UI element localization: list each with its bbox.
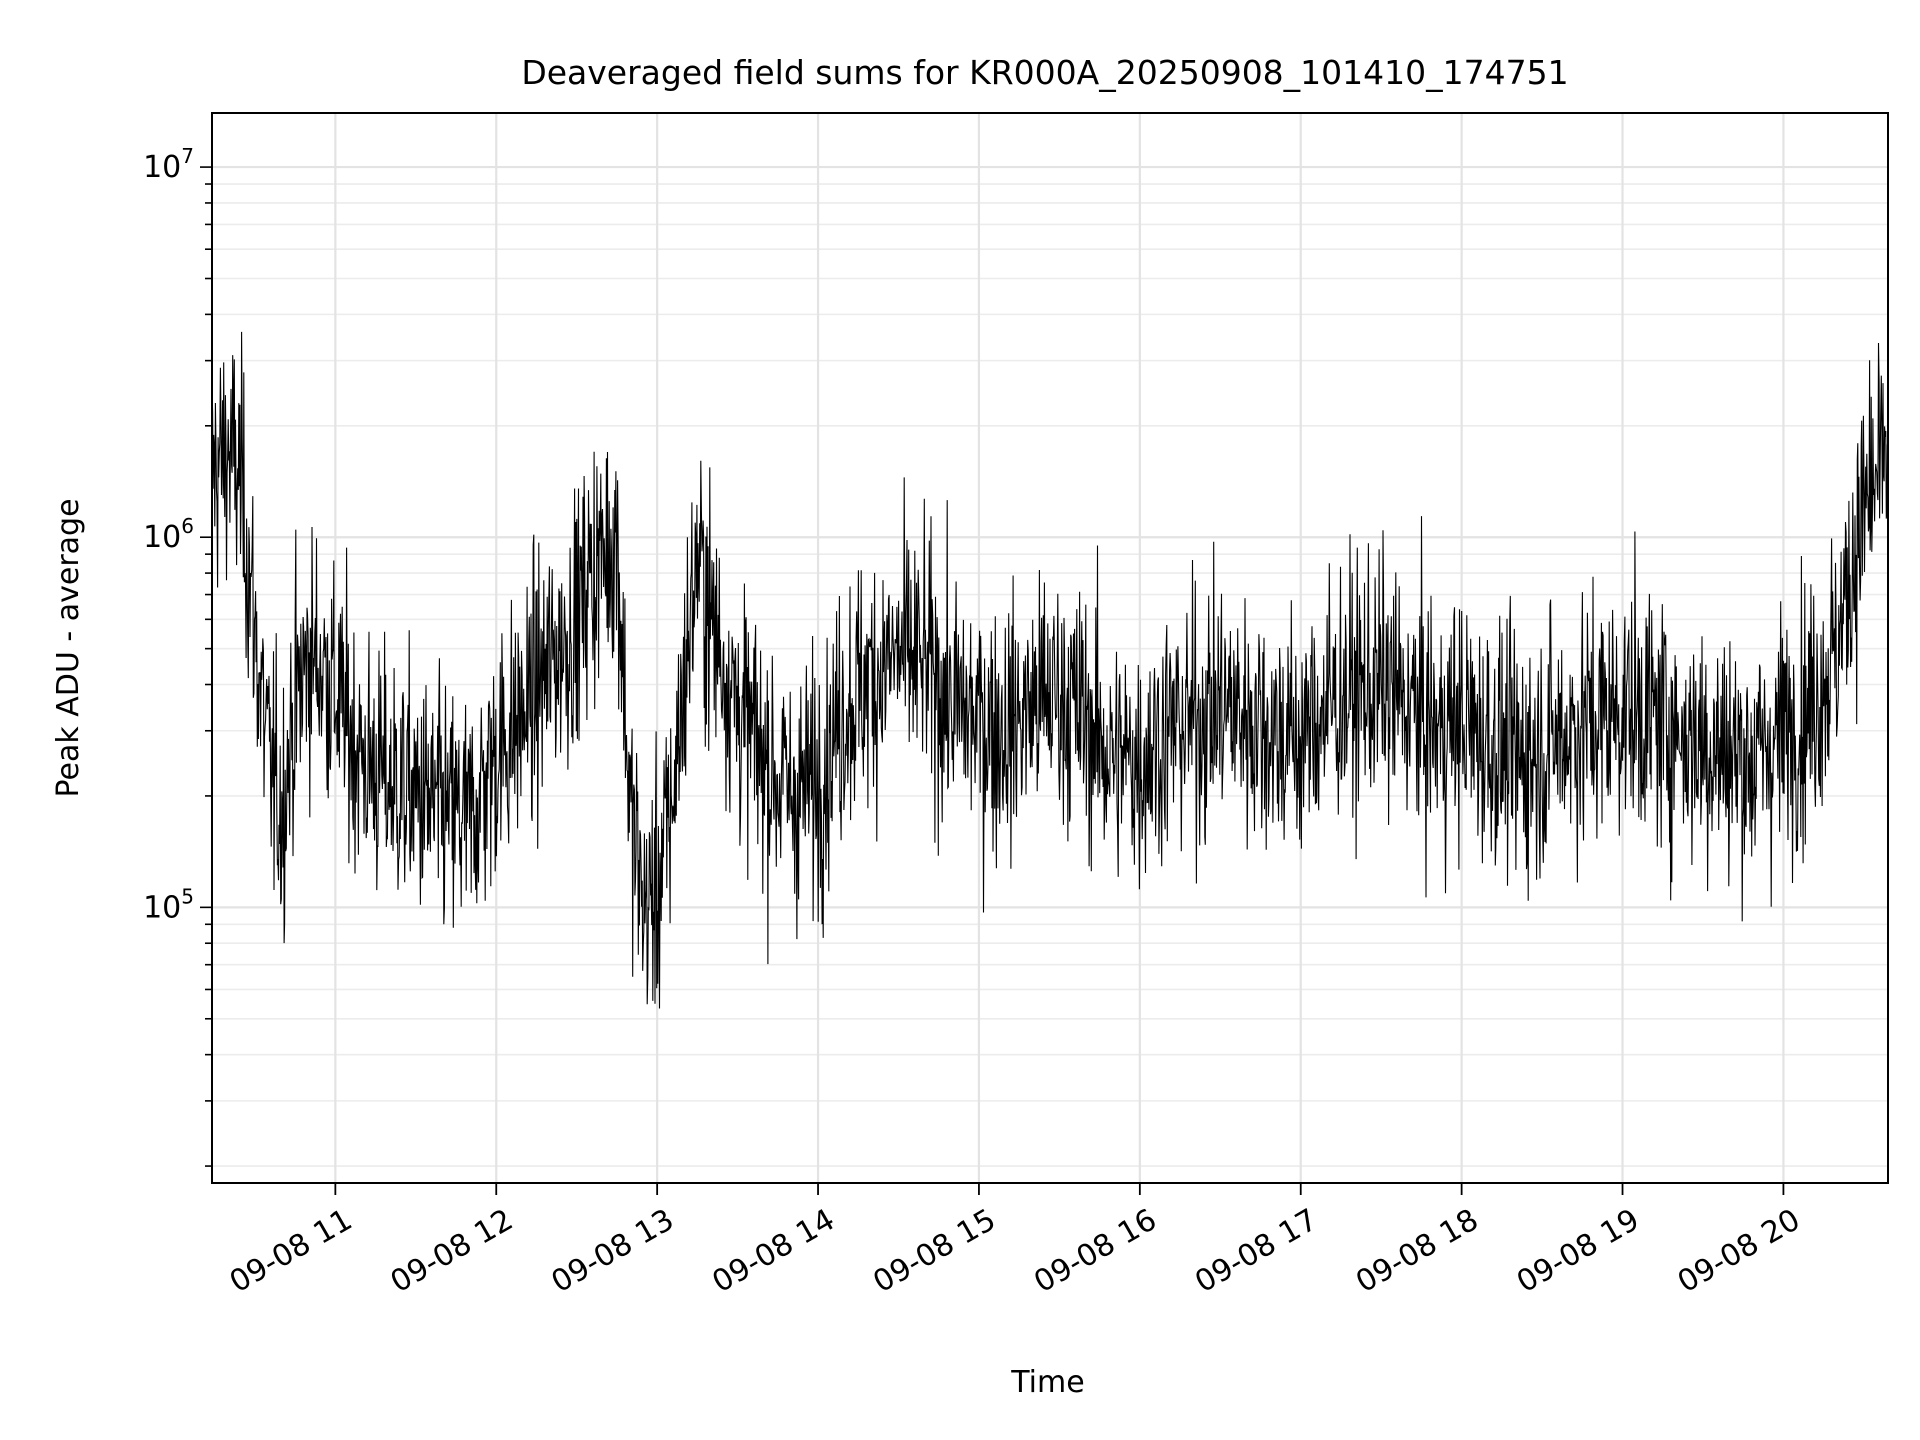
series-layer: [211, 331, 1889, 1009]
x-axis-label: Time: [1010, 1365, 1084, 1400]
y-tick-label: 106: [143, 514, 194, 555]
x-tick-label: 09-08 17: [1189, 1202, 1323, 1300]
y-axis-label: Peak ADU - average: [51, 498, 86, 797]
x-tick-label: 09-08 14: [707, 1202, 841, 1300]
x-tick-label: 09-08 11: [224, 1202, 358, 1300]
x-tick-label: 09-08 15: [867, 1202, 1001, 1300]
x-tick-label: 09-08 13: [546, 1202, 680, 1300]
x-tick-label: 09-08 18: [1350, 1202, 1484, 1300]
chart-title: Deaveraged field sums for KR000A_2025090…: [521, 53, 1568, 92]
x-tick-label: 09-08 20: [1672, 1202, 1806, 1300]
x-tick-label: 09-08 19: [1511, 1202, 1645, 1300]
y-tick-label: 107: [143, 144, 194, 185]
x-tick-label: 09-08 12: [385, 1202, 519, 1300]
y-tick-label: 105: [143, 884, 194, 925]
x-tick-label: 09-08 16: [1028, 1202, 1162, 1300]
series-line: [211, 331, 1889, 1009]
